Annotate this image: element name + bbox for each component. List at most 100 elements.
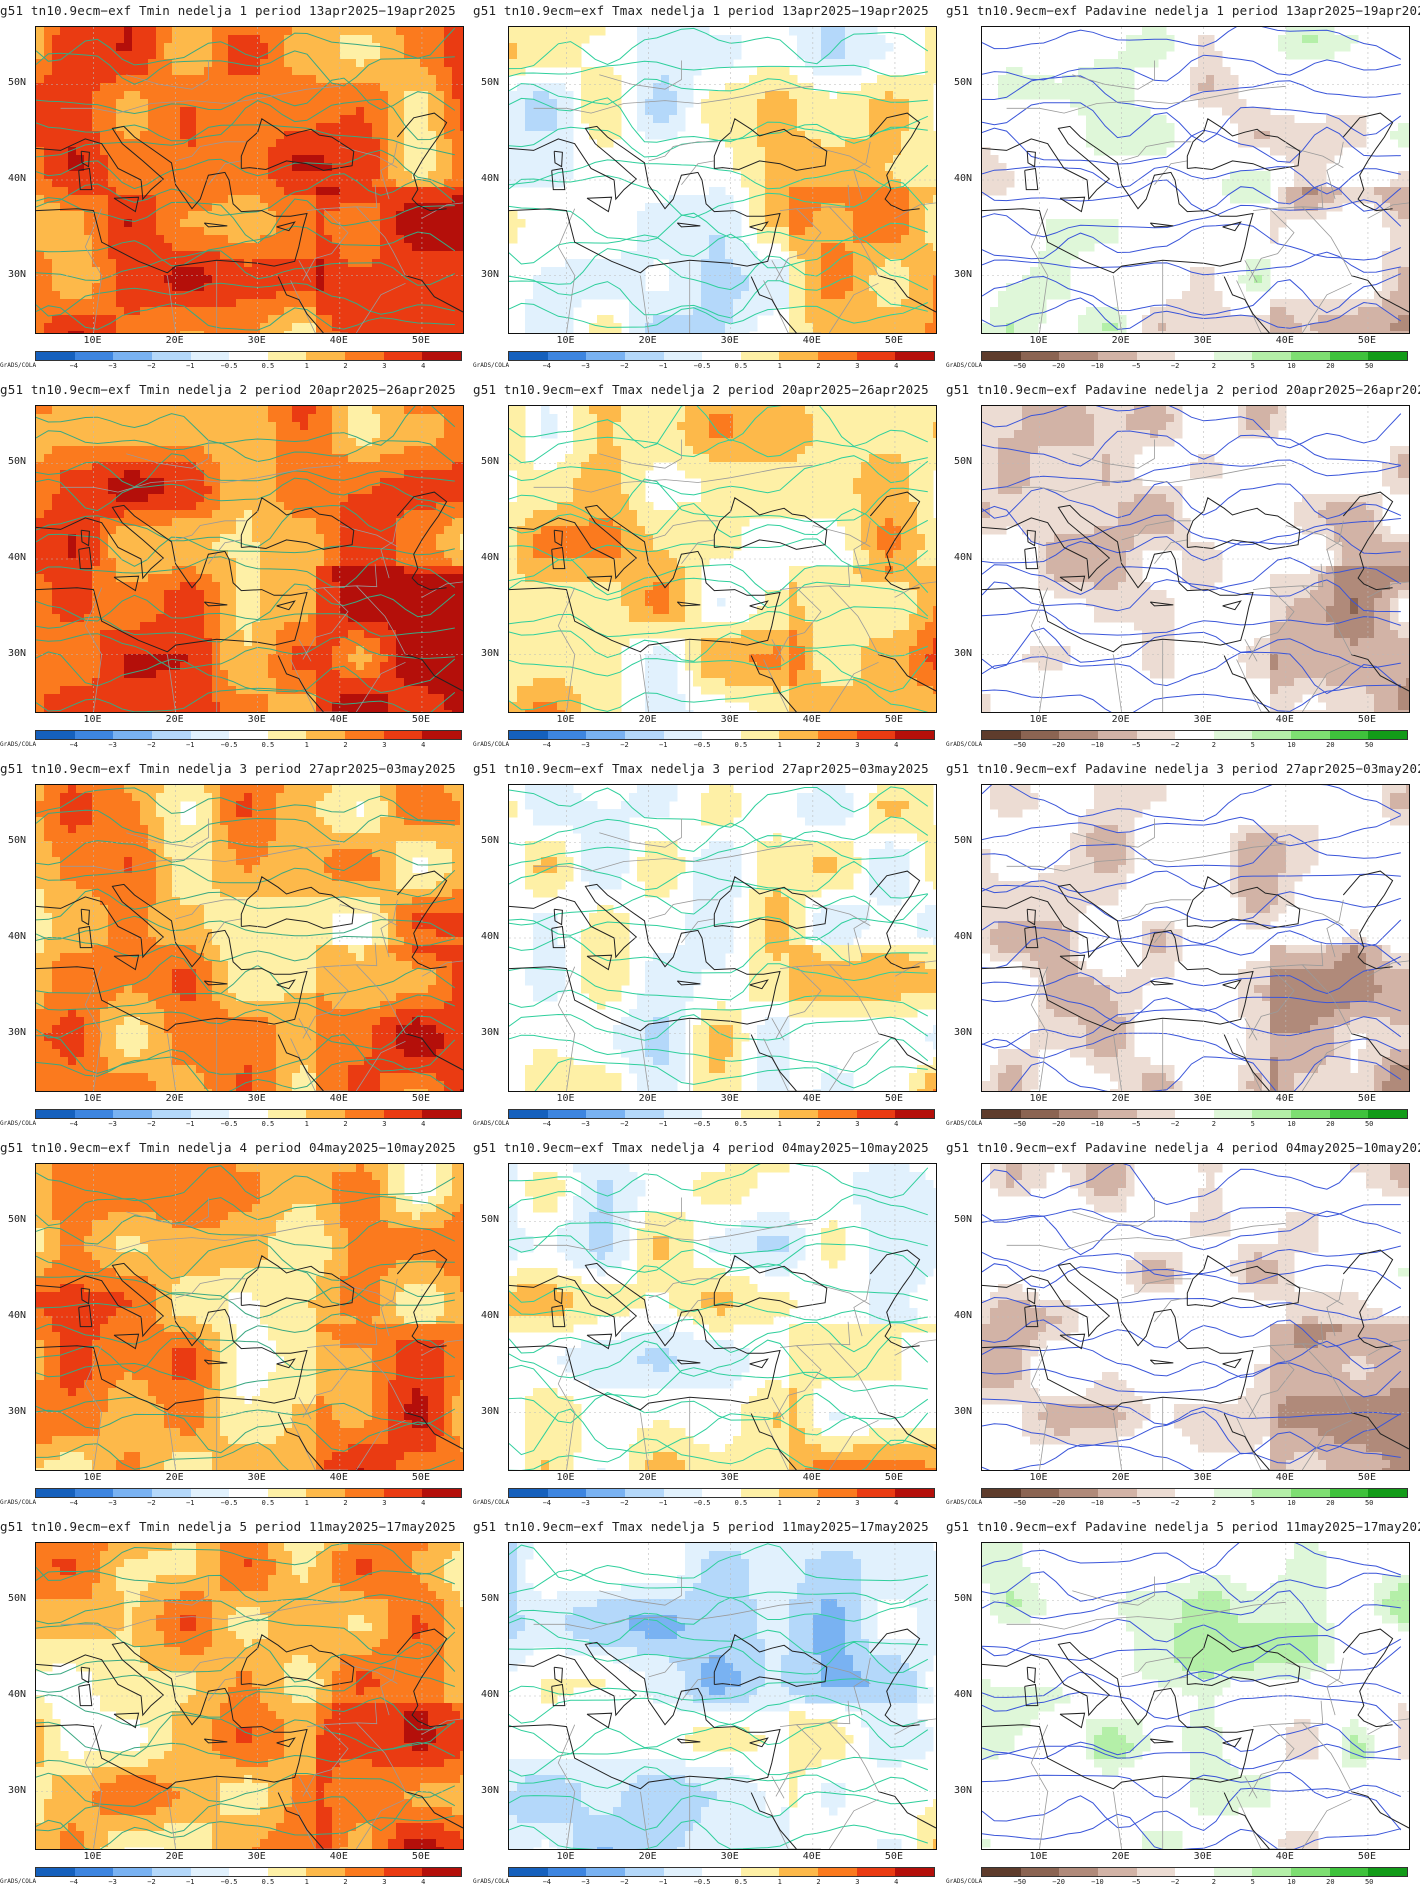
grads-credit: GrADS/COLA xyxy=(473,1499,509,1506)
map-area xyxy=(508,405,937,713)
color-scale-swatch xyxy=(267,352,307,360)
pad-map-panel: g51 tn10.9ecm−exf Padavine nedelja 3 per… xyxy=(946,758,1420,1137)
grads-credit: GrADS/COLA xyxy=(946,362,982,369)
color-scale-label: 4 xyxy=(894,741,898,749)
lat-label: 50N xyxy=(481,77,499,88)
lon-label: 30E xyxy=(1194,335,1212,346)
lat-label: 50N xyxy=(8,1214,26,1225)
lon-label: 50E xyxy=(885,1851,903,1862)
color-scale-label: −2 xyxy=(147,362,155,370)
lon-label: 30E xyxy=(248,1472,266,1483)
color-scale-swatch xyxy=(895,1489,935,1497)
color-scale-swatch xyxy=(422,1110,462,1118)
color-scale-swatch xyxy=(151,1868,191,1876)
color-scale-label: 3 xyxy=(382,741,386,749)
pad-map-panel: g51 tn10.9ecm−exf Padavine nedelja 5 per… xyxy=(946,1516,1420,1895)
panel-title: g51 tn10.9ecm−exf Tmin nedelja 3 period … xyxy=(0,761,470,776)
map-area xyxy=(35,1163,464,1471)
panel-title: g51 tn10.9ecm−exf Padavine nedelja 4 per… xyxy=(946,1140,1420,1155)
color-scale-swatch xyxy=(113,1868,152,1876)
pad-map-panel: g51 tn10.9ecm−exf Padavine nedelja 1 per… xyxy=(946,0,1420,379)
lon-label: 10E xyxy=(556,1851,574,1862)
lon-label: 10E xyxy=(83,335,101,346)
color-scale-bar xyxy=(508,1488,935,1498)
color-scale-swatch xyxy=(1020,1110,1060,1118)
color-scale-label: 1 xyxy=(778,741,782,749)
color-scale-swatch xyxy=(1136,1489,1176,1497)
lat-label: 30N xyxy=(954,1785,972,1796)
color-scale-swatch xyxy=(624,352,664,360)
color-scale-bar xyxy=(981,730,1408,740)
color-scale-label: 2 xyxy=(816,1878,820,1886)
color-scale-label: 3 xyxy=(382,1878,386,1886)
color-scale-swatch xyxy=(895,352,935,360)
tmin-map-panel: g51 tn10.9ecm−exf Tmin nedelja 4 period … xyxy=(0,1137,470,1516)
color-scale-swatch xyxy=(624,731,664,739)
color-scale-swatch xyxy=(1213,1110,1253,1118)
tmin-map-panel: g51 tn10.9ecm−exf Tmin nedelja 5 period … xyxy=(0,1516,470,1895)
color-scale-swatch xyxy=(818,1489,857,1497)
lat-label: 30N xyxy=(954,648,972,659)
color-scale-label: 1 xyxy=(305,1120,309,1128)
grads-credit: GrADS/COLA xyxy=(0,362,36,369)
grads-credit: GrADS/COLA xyxy=(473,1120,509,1127)
panel-title: g51 tn10.9ecm−exf Tmax nedelja 5 period … xyxy=(473,1519,943,1534)
color-scale-label: 50 xyxy=(1365,362,1373,370)
color-scale-label: −4 xyxy=(543,1499,551,1507)
color-scale-swatch xyxy=(982,1110,1021,1118)
color-scale-label: 0.5 xyxy=(262,362,275,370)
lon-label: 40E xyxy=(803,1851,821,1862)
color-scale-swatch xyxy=(190,352,230,360)
color-scale-label: −2 xyxy=(1171,1878,1179,1886)
color-scale-swatch xyxy=(1020,1489,1060,1497)
color-scale-label: −1 xyxy=(186,1878,194,1886)
color-scale-label: 4 xyxy=(894,362,898,370)
color-scale-label: −3 xyxy=(108,741,116,749)
color-scale-swatch xyxy=(779,731,819,739)
color-scale-label: 2 xyxy=(816,362,820,370)
lon-label: 20E xyxy=(166,335,184,346)
map-area xyxy=(981,784,1410,1092)
lon-label: 40E xyxy=(1276,1093,1294,1104)
color-scale-swatch xyxy=(1136,352,1176,360)
color-scale-label: −50 xyxy=(1013,362,1026,370)
color-scale-label: 5 xyxy=(1251,1120,1255,1128)
map-area xyxy=(508,1542,937,1850)
color-scale-label: −2 xyxy=(620,1499,628,1507)
color-scale-swatch xyxy=(383,1868,423,1876)
color-scale-swatch xyxy=(856,731,896,739)
lat-label: 30N xyxy=(481,1785,499,1796)
color-scale-label: −2 xyxy=(1171,741,1179,749)
color-scale-swatch xyxy=(982,1489,1021,1497)
lon-label: 20E xyxy=(1112,1093,1130,1104)
tmin-map-panel: g51 tn10.9ecm−exf Tmin nedelja 1 period … xyxy=(0,0,470,379)
color-scale-swatch xyxy=(383,352,423,360)
color-scale-label: 20 xyxy=(1326,362,1334,370)
color-scale-label: 1 xyxy=(778,362,782,370)
panel-title: g51 tn10.9ecm−exf Padavine nedelja 3 per… xyxy=(946,761,1420,776)
lat-label: 50N xyxy=(8,835,26,846)
tmax-map-panel: g51 tn10.9ecm−exf Tmax nedelja 1 period … xyxy=(473,0,943,379)
color-scale-label: 3 xyxy=(855,741,859,749)
lat-label: 50N xyxy=(8,456,26,467)
color-scale-label: −20 xyxy=(1052,1499,1065,1507)
lon-label: 50E xyxy=(412,335,430,346)
color-scale-swatch xyxy=(1059,731,1098,739)
color-scale-label: −3 xyxy=(108,1499,116,1507)
color-scale-label: 4 xyxy=(894,1499,898,1507)
lon-label: 20E xyxy=(166,1472,184,1483)
color-scale-label: −1 xyxy=(186,362,194,370)
color-scale-swatch xyxy=(74,352,114,360)
color-scale-label: −10 xyxy=(1091,1878,1104,1886)
lat-label: 30N xyxy=(8,1785,26,1796)
panel-title: g51 tn10.9ecm−exf Padavine nedelja 5 per… xyxy=(946,1519,1420,1534)
color-scale-swatch xyxy=(702,731,741,739)
color-scale-swatch xyxy=(1213,352,1253,360)
color-scale-swatch xyxy=(663,1489,703,1497)
color-scale-swatch xyxy=(1175,731,1214,739)
color-scale-label: −3 xyxy=(581,741,589,749)
lon-label: 40E xyxy=(330,1851,348,1862)
color-scale-swatch xyxy=(547,1110,587,1118)
color-scale-swatch xyxy=(818,1868,857,1876)
